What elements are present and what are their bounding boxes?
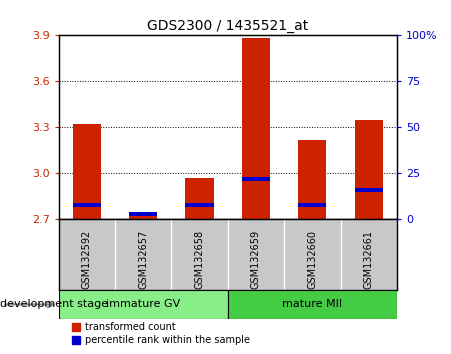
Text: GSM132658: GSM132658 [194,230,205,289]
Bar [228,290,397,319]
Text: immature GV: immature GV [106,299,180,309]
Text: development stage: development stage [0,299,108,309]
Text: GSM132592: GSM132592 [82,230,92,289]
Legend: transformed count, percentile rank within the sample: transformed count, percentile rank withi… [68,319,253,349]
Bar [129,212,157,219]
Bar [185,178,214,219]
Text: GSM132657: GSM132657 [138,230,148,289]
Bar [298,203,327,207]
Bar [185,203,214,207]
Bar [59,290,228,319]
Bar [73,124,101,219]
Bar [242,177,270,181]
Bar [354,120,383,219]
Bar [129,212,157,216]
Bar [242,39,270,219]
Bar [73,203,101,207]
Text: GSM132659: GSM132659 [251,230,261,289]
Text: GSM132660: GSM132660 [307,230,318,289]
Text: GSM132661: GSM132661 [364,230,374,289]
Bar [298,140,327,219]
Bar [354,188,383,192]
Title: GDS2300 / 1435521_at: GDS2300 / 1435521_at [147,19,308,33]
Text: mature MII: mature MII [282,299,342,309]
